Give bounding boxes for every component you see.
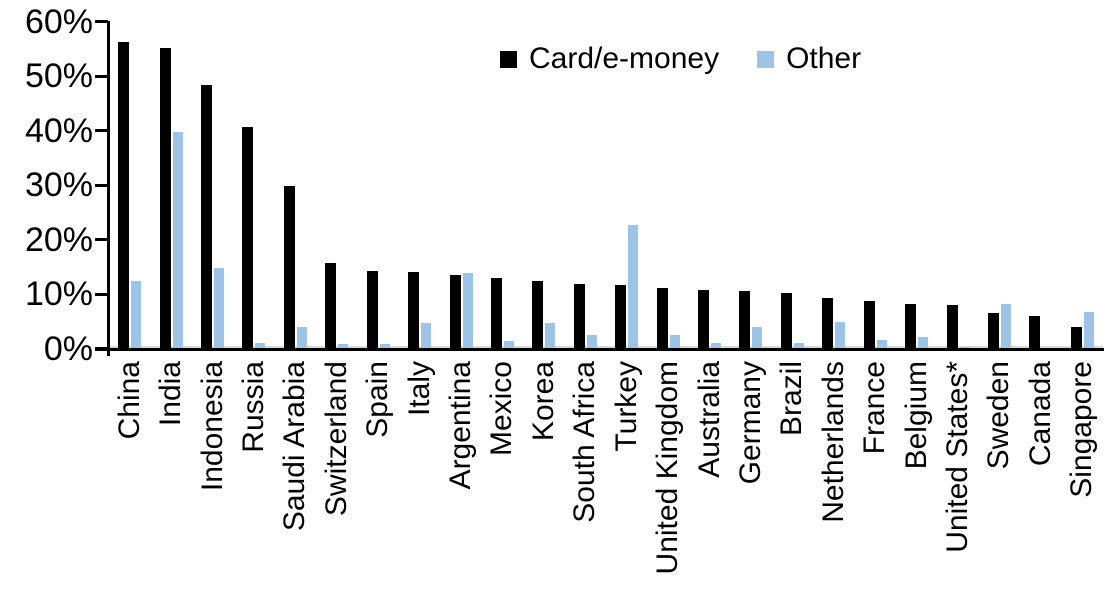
y-axis-tick-label: 50% (24, 57, 93, 95)
x-axis-label: China (112, 361, 146, 440)
bar-other (1083, 311, 1094, 349)
bar-card-e-money (573, 283, 585, 349)
bar-card-e-money (408, 271, 420, 349)
x-axis-label: Canada (1023, 361, 1057, 467)
y-axis-tick-label: 40% (24, 111, 93, 150)
bar-other (752, 326, 763, 349)
bar-other (421, 323, 432, 349)
legend-swatch-other (757, 50, 775, 68)
bar-other (1000, 303, 1011, 349)
bar-other (918, 337, 929, 349)
bar-other (959, 346, 970, 349)
y-axis-tick (95, 74, 108, 78)
y-axis-tick (95, 129, 108, 132)
bar-other (255, 342, 266, 349)
y-axis-tick (95, 292, 108, 296)
bar-other (338, 344, 349, 349)
bar-card-e-money (201, 84, 213, 349)
zero-gridline (109, 345, 1103, 348)
y-axis-tick-label: 0% (43, 329, 93, 368)
bar-other (669, 335, 680, 349)
x-axis-label: Brazil (775, 361, 809, 437)
legend-label-card-e-money: Card/e-money (529, 42, 720, 75)
bar-card-e-money (242, 127, 254, 349)
x-axis-label: Sweden (982, 361, 1016, 470)
legend-entry-other: Other (757, 42, 861, 76)
bar-card-e-money (1070, 327, 1082, 349)
x-axis-label: Belgium (899, 361, 933, 470)
bar-card-e-money (283, 185, 295, 349)
bar-card-e-money (780, 293, 792, 349)
bar-card-e-money (905, 303, 917, 349)
x-axis-label: Argentina (444, 361, 478, 490)
y-axis-tick (95, 20, 108, 23)
bar-card-e-money (946, 305, 958, 349)
bar-card-e-money (449, 274, 461, 349)
x-axis-label: United States* (941, 361, 975, 553)
bar-card-e-money (615, 285, 627, 349)
bar-card-e-money (159, 48, 171, 349)
bar-other (131, 281, 142, 349)
x-axis-label: Singapore (1065, 361, 1099, 498)
x-axis-label: Switzerland (319, 361, 353, 517)
x-axis-label: Netherlands (816, 361, 850, 523)
x-axis-line (95, 348, 1104, 351)
legend-entry-card-e-money: Card/e-money (500, 42, 719, 76)
x-axis-label: Spain (361, 361, 395, 438)
bar-card-e-money (739, 290, 751, 349)
bar-other (711, 343, 722, 349)
bar-card-e-money (656, 288, 668, 349)
bar-other (835, 321, 846, 349)
bar-card-e-money (490, 277, 502, 349)
y-axis-tick-label: 20% (24, 220, 93, 259)
bar-other (545, 322, 556, 349)
bar-other (876, 340, 887, 349)
bar-other (379, 343, 390, 349)
bar-other (462, 272, 473, 349)
x-axis-label: Australia (692, 361, 726, 478)
bar-other (172, 131, 183, 349)
y-axis-tick-label: 10% (24, 275, 93, 313)
bar-other (214, 268, 225, 349)
bar-other (296, 326, 307, 349)
y-axis-tick (95, 238, 108, 241)
legend-swatch-card-e-money (500, 50, 517, 68)
bar-card-e-money (698, 289, 710, 349)
x-axis-label: India (154, 361, 188, 427)
bar-card-e-money (366, 271, 378, 349)
x-axis-label: Italy (402, 361, 436, 417)
x-axis-label: Mexico (485, 361, 519, 457)
bar-card-e-money (1029, 315, 1041, 349)
x-axis-label: Indonesia (195, 361, 229, 492)
x-axis-label: Turkey (609, 361, 643, 452)
legend: Card/e-money Other (500, 42, 861, 76)
y-axis-tick-label: 60% (24, 2, 93, 41)
bar-card-e-money (325, 262, 337, 349)
x-axis-label: France (858, 361, 892, 455)
y-axis-line (107, 21, 110, 356)
x-axis-label: Saudi Arabia (278, 361, 312, 532)
bar-card-e-money (118, 42, 130, 349)
bar-other (793, 342, 804, 349)
bar-other (628, 225, 639, 349)
y-axis-tick (95, 183, 108, 187)
x-axis-label: South Africa (568, 361, 602, 523)
bar-card-e-money (987, 313, 999, 349)
x-axis-label: Korea (526, 361, 560, 442)
x-axis-label: Germany (733, 361, 767, 485)
bar-card-e-money (532, 280, 544, 349)
bar-other (586, 335, 597, 349)
bar-card-e-money (822, 298, 834, 349)
legend-label-other: Other (786, 42, 862, 75)
y-axis-tick-label: 30% (24, 166, 93, 204)
x-axis-label: United Kingdom (651, 361, 685, 575)
bar-card-e-money (863, 301, 875, 349)
x-axis-label: Russia (236, 361, 270, 453)
bar-other (503, 340, 514, 349)
